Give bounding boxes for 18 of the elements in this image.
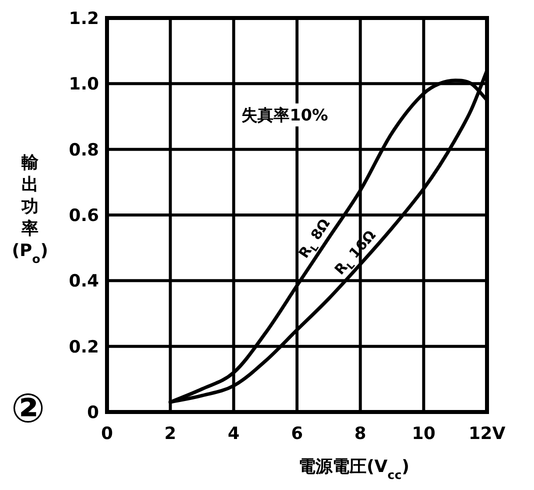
y-tick-label: 0.2 (68, 337, 99, 358)
x-tick-label: 6 (291, 424, 303, 444)
x-tick-label: 4 (228, 424, 240, 444)
y-tick-label: 0.6 (68, 206, 99, 226)
x-tick-label: 8 (354, 424, 366, 444)
y-tick-label: 0 (87, 403, 100, 423)
y-tick-label: 1.0 (68, 74, 100, 95)
x-tick-label: 12V (468, 424, 506, 444)
x-tick-label: 10 (412, 424, 436, 444)
y-tick-label: 0.4 (68, 272, 100, 292)
y-tick-label: 1.2 (68, 9, 99, 29)
text: ② (11, 386, 45, 432)
x-axis-title: 電源電圧(V$_{cc}$) (298, 457, 410, 482)
x-tick-label: 2 (164, 424, 176, 444)
y-tick-label: 0.8 (68, 140, 99, 160)
annotation: 失真率10% (242, 105, 328, 124)
x-tick-label: 0 (101, 424, 114, 444)
y-axis-title: 輸出功率(P$_{o}$) (12, 153, 48, 266)
